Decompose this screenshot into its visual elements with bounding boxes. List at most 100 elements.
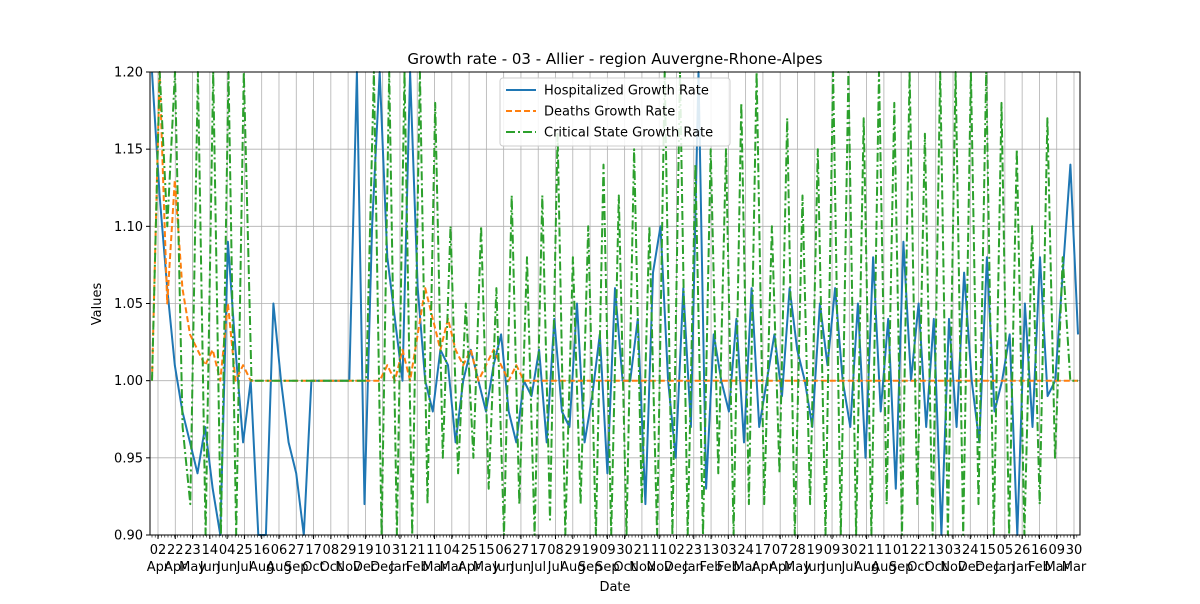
x-tick-day: 23 bbox=[184, 543, 201, 558]
x-tick-month: Apr bbox=[147, 560, 170, 575]
x-tick-month: Mar bbox=[1062, 560, 1087, 575]
x-tick-month: Sep bbox=[889, 560, 914, 575]
x-tick-day: 04 bbox=[444, 543, 461, 558]
x-tick-day: 15 bbox=[979, 543, 996, 558]
x-tick-month: Mar bbox=[440, 560, 465, 575]
x-tick-day: 19 bbox=[582, 543, 599, 558]
x-tick-month: Jun bbox=[199, 560, 220, 575]
x-tick-month: Feb bbox=[1028, 560, 1051, 575]
x-tick-day: 19 bbox=[357, 543, 374, 558]
legend-label: Hospitalized Growth Rate bbox=[544, 84, 709, 99]
x-tick-month: Aug bbox=[854, 560, 879, 575]
x-tick-day: 17 bbox=[530, 543, 547, 558]
x-tick-day: 13 bbox=[927, 543, 944, 558]
legend-label: Critical State Growth Rate bbox=[544, 126, 713, 141]
x-tick-day: 11 bbox=[651, 543, 668, 558]
x-tick-day: 23 bbox=[686, 543, 703, 558]
x-tick-month: Jun bbox=[804, 560, 825, 575]
x-tick-day: 28 bbox=[789, 543, 806, 558]
x-tick-day: 03 bbox=[720, 543, 737, 558]
x-tick-day: 21 bbox=[409, 543, 426, 558]
x-tick-month: Dec bbox=[353, 560, 378, 575]
x-tick-day: 24 bbox=[962, 543, 979, 558]
x-tick-day: 09 bbox=[1048, 543, 1065, 558]
x-tick-day: 01 bbox=[893, 543, 910, 558]
x-tick-day: 31 bbox=[392, 543, 409, 558]
x-tick-day: 03 bbox=[945, 543, 962, 558]
x-tick-month: Feb bbox=[406, 560, 429, 575]
x-tick-month: Nov bbox=[335, 560, 361, 575]
x-tick-month: Jul bbox=[236, 560, 253, 575]
chart-title: Growth rate - 03 - Allier - region Auver… bbox=[407, 50, 822, 68]
x-tick-day: 11 bbox=[426, 543, 443, 558]
y-tick-label: 0.95 bbox=[114, 451, 143, 466]
y-ticks: 0.90 0.95 1.00 1.05 1.10 1.15 1.20 bbox=[114, 66, 150, 544]
x-tick-month: Mar bbox=[1044, 560, 1069, 575]
x-tick-month: May bbox=[784, 560, 811, 575]
x-tick-month: Sep bbox=[284, 560, 309, 575]
x-tick-month: Aug bbox=[266, 560, 291, 575]
x-tick-month: Feb bbox=[700, 560, 723, 575]
x-tick-day: 08 bbox=[547, 543, 564, 558]
x-tick-month: Jul bbox=[529, 560, 546, 575]
x-tick-month: Oct bbox=[302, 560, 324, 575]
x-tick-day: 30 bbox=[1066, 543, 1083, 558]
y-tick-label: 0.90 bbox=[114, 529, 143, 544]
x-tick-month: Apr bbox=[458, 560, 481, 575]
x-tick-month: Dec bbox=[958, 560, 983, 575]
x-tick-day: 11 bbox=[876, 543, 893, 558]
series-line-0 bbox=[151, 71, 1079, 536]
x-tick-month: Jan bbox=[389, 560, 410, 575]
x-tick-day: 02 bbox=[150, 543, 167, 558]
x-tick-month: Nov bbox=[629, 560, 655, 575]
x-tick-month: Dec bbox=[370, 560, 395, 575]
x-tick-day: 09 bbox=[599, 543, 616, 558]
x-tick-month: Mar bbox=[733, 560, 758, 575]
x-tick-month: Aug bbox=[871, 560, 896, 575]
x-tick-day: 14 bbox=[202, 543, 219, 558]
x-tick-month: Feb bbox=[717, 560, 740, 575]
x-tick-day: 26 bbox=[1014, 543, 1031, 558]
y-tick-label: 1.10 bbox=[114, 220, 143, 235]
x-tick-month: May bbox=[473, 560, 500, 575]
legend-box bbox=[499, 77, 731, 147]
x-tick-day: 27 bbox=[288, 543, 305, 558]
x-tick-day: 25 bbox=[461, 543, 478, 558]
x-tick-day: 02 bbox=[668, 543, 685, 558]
x-tick-day: 22 bbox=[910, 543, 927, 558]
x-tick-month: Jul bbox=[547, 560, 564, 575]
x-tick-day: 09 bbox=[824, 543, 841, 558]
x-tick-month: Sep bbox=[578, 560, 603, 575]
x-tick-month: Apr bbox=[164, 560, 187, 575]
x-tick-day: 24 bbox=[737, 543, 754, 558]
y-tick-label: 1.00 bbox=[114, 374, 143, 389]
x-tick-month: Jan bbox=[994, 560, 1015, 575]
x-tick-day: 21 bbox=[634, 543, 651, 558]
x-tick-day: 16 bbox=[1031, 543, 1048, 558]
x-tick-day: 25 bbox=[236, 543, 253, 558]
x-tick-month: Dec bbox=[664, 560, 689, 575]
x-ticks: 02Apr22Apr23May14Jun04Jun25Jul16Aug06Aug… bbox=[147, 535, 1087, 575]
x-tick-month: Jul bbox=[840, 560, 857, 575]
x-tick-month: Jan bbox=[683, 560, 704, 575]
x-tick-day: 22 bbox=[167, 543, 184, 558]
x-tick-day: 08 bbox=[323, 543, 340, 558]
x-tick-month: Apr bbox=[769, 560, 792, 575]
x-tick-day: 17 bbox=[305, 543, 322, 558]
y-tick-label: 1.20 bbox=[114, 66, 143, 81]
series-layer bbox=[151, 71, 1079, 536]
x-tick-month: Apr bbox=[752, 560, 775, 575]
x-tick-month: Oct bbox=[613, 560, 635, 575]
y-tick-label: 1.05 bbox=[114, 297, 143, 312]
x-tick-month: Nov bbox=[647, 560, 673, 575]
x-tick-day: 27 bbox=[513, 543, 530, 558]
x-tick-month: Jun bbox=[216, 560, 237, 575]
x-tick-month: Jun bbox=[510, 560, 531, 575]
x-tick-day: 30 bbox=[616, 543, 633, 558]
x-tick-month: Aug bbox=[560, 560, 585, 575]
x-tick-month: Aug bbox=[249, 560, 274, 575]
x-tick-day: 15 bbox=[478, 543, 495, 558]
x-tick-day: 07 bbox=[772, 543, 789, 558]
y-tick-label: 1.15 bbox=[114, 143, 143, 158]
